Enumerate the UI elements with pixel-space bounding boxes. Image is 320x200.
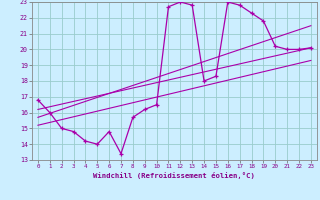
X-axis label: Windchill (Refroidissement éolien,°C): Windchill (Refroidissement éolien,°C) <box>93 172 255 179</box>
